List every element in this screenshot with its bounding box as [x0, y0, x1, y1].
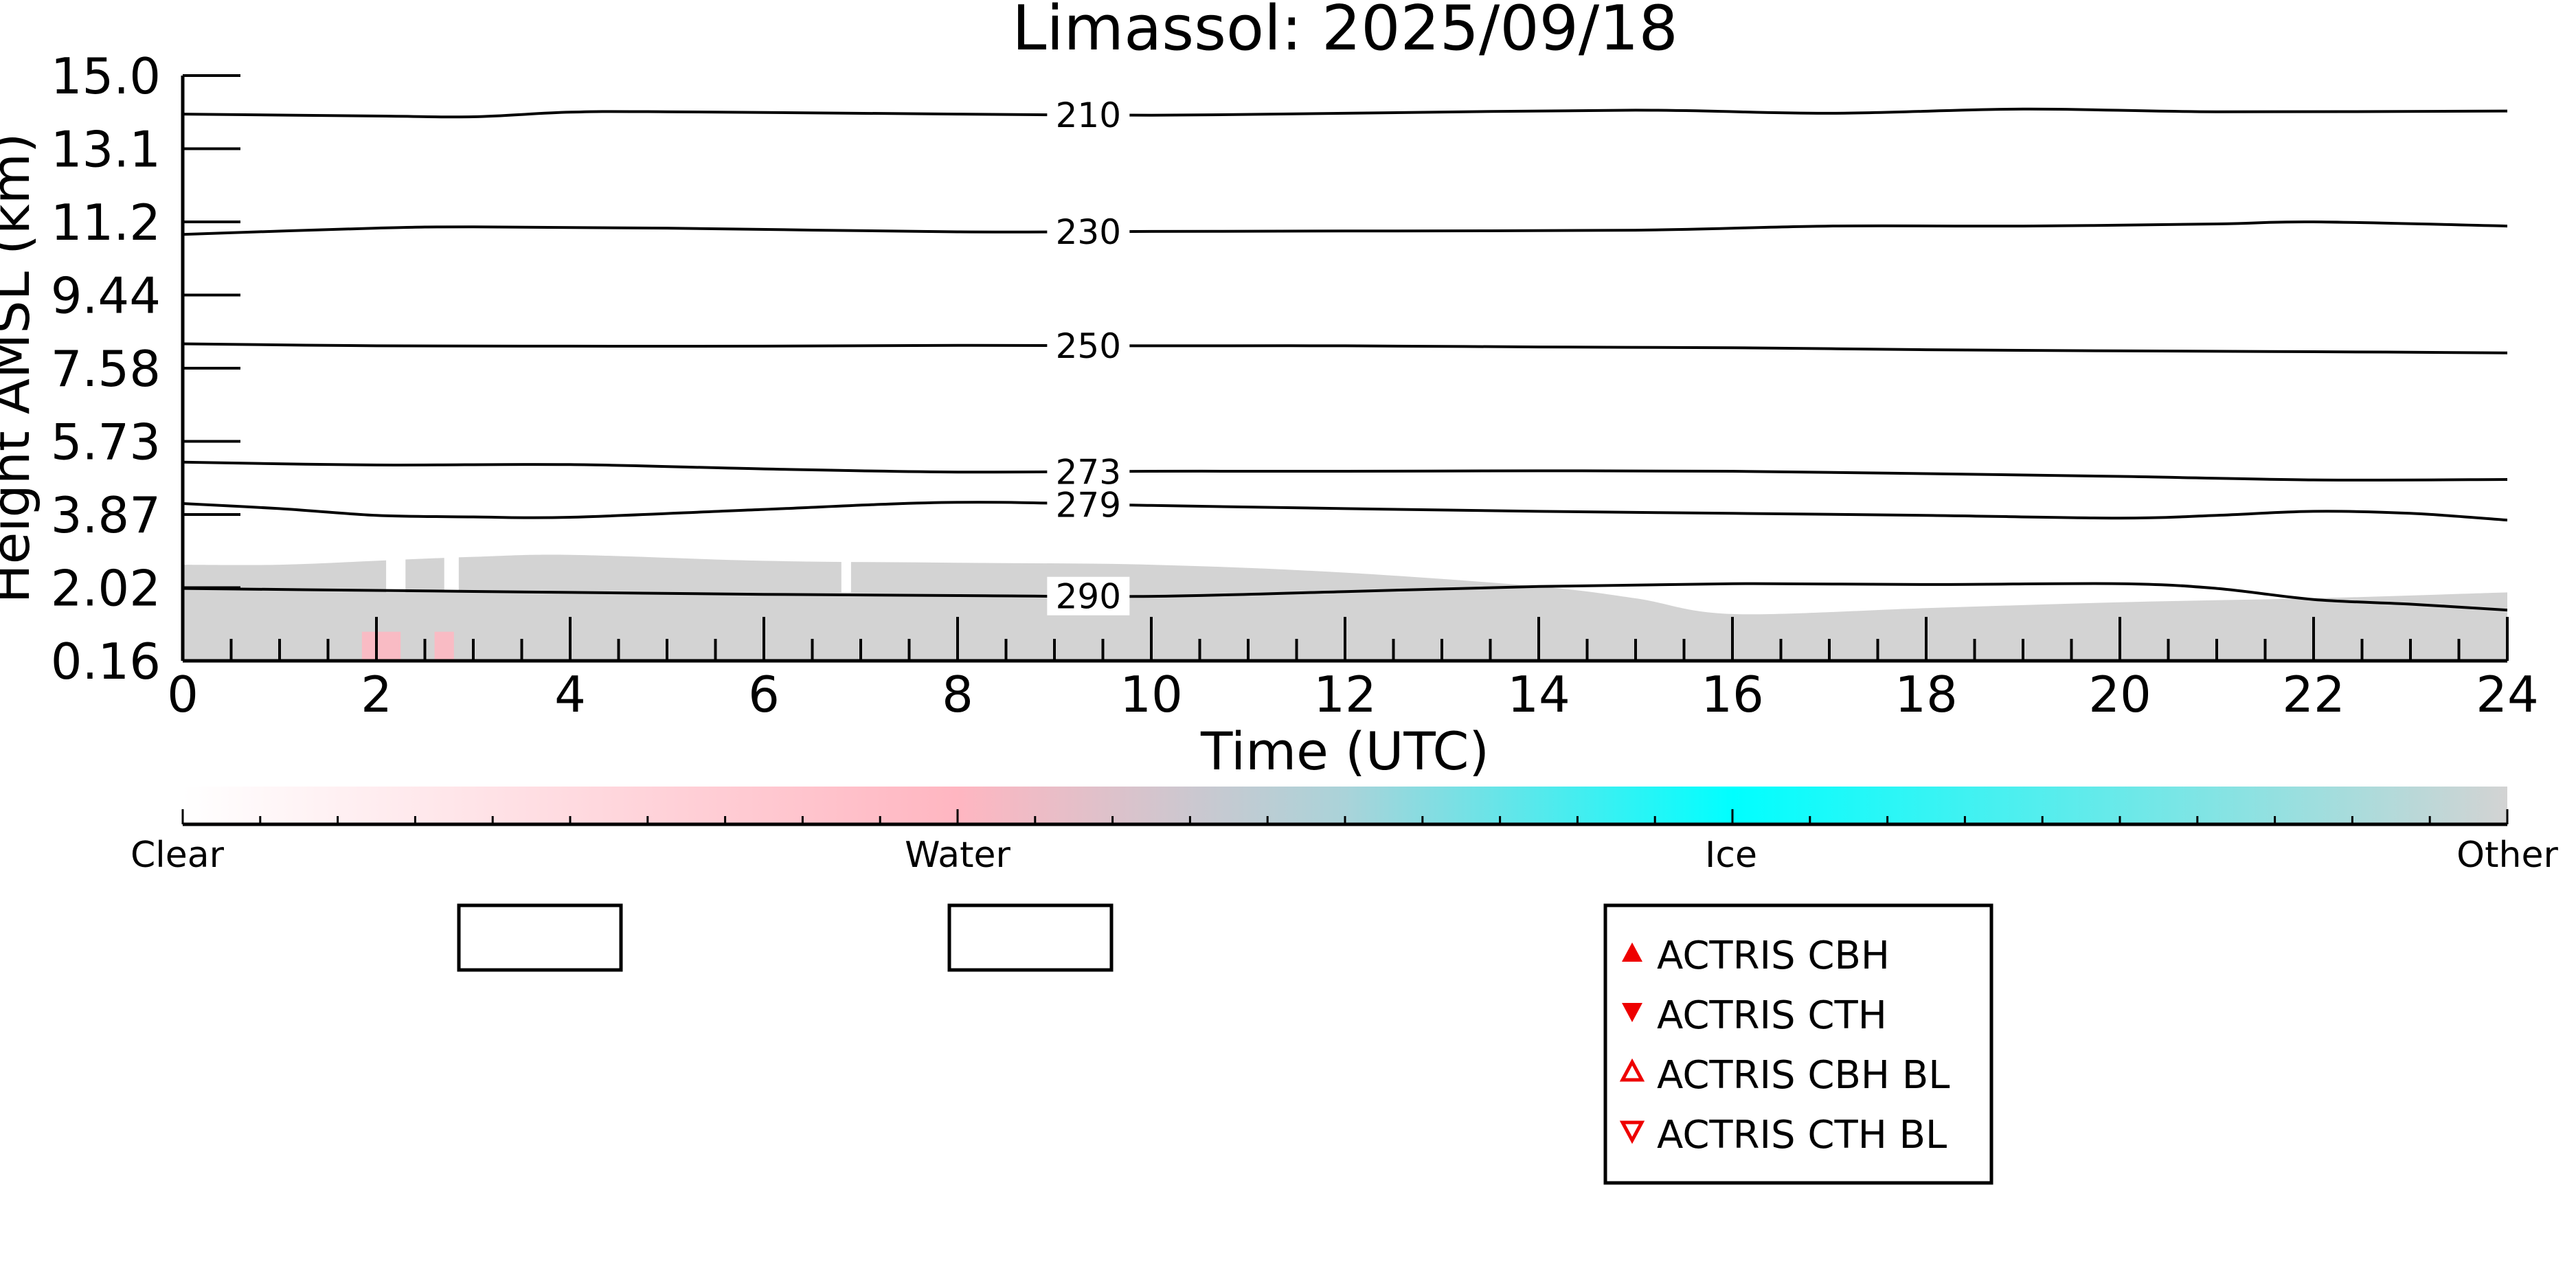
water-class-patch	[434, 631, 454, 661]
y-tick-label: 0.16	[51, 633, 161, 690]
legend-item-actris-cth-bl: ACTRIS CTH BL	[1619, 1113, 1947, 1157]
x-tick-label: 24	[2476, 666, 2539, 723]
x-tick-label: 4	[554, 666, 586, 723]
x-axis-label: Time (UTC)	[1200, 721, 1489, 782]
contour-label-250: 250	[1056, 326, 1121, 366]
contour-line-279	[183, 501, 2507, 522]
legend: ACTRIS CBH ACTRIS CTH ACTRIS CBH BL ACTR…	[1603, 903, 1993, 1185]
legend-item-actris-cth: ACTRIS CTH	[1622, 993, 1887, 1038]
contour-line-230	[183, 220, 2507, 236]
x-tick-label: 6	[748, 666, 780, 723]
contour-label-230: 230	[1056, 212, 1121, 252]
contour-label-bg	[1047, 326, 1130, 365]
contour-label-279: 279	[1056, 485, 1121, 525]
legend-label: ACTRIS CBH BL	[1657, 1053, 1950, 1098]
y-tick-label: 11.2	[51, 194, 161, 251]
temperature-contours	[183, 107, 2507, 612]
colorbar-label-clear: Clear	[131, 835, 225, 876]
x-tick-label: 0	[167, 666, 199, 723]
signal-gap	[386, 76, 406, 593]
y-tick-label: 2.02	[51, 560, 161, 618]
x-tick-label: 12	[1313, 666, 1377, 723]
chart-title: Limassol: 2025/09/18	[1012, 0, 1677, 65]
y-tick-label: 7.58	[51, 340, 161, 398]
y-tick-label: 9.44	[51, 267, 161, 325]
axes: 0 2 4 6 8 10 12 14 16 18 20 22 24 0.162.023.875.737.…	[51, 47, 2539, 723]
x-tick-label: 18	[1895, 666, 1958, 723]
x-tick-label: 8	[942, 666, 973, 723]
x-tick-label: 10	[1120, 666, 1183, 723]
signal-gap	[444, 76, 459, 593]
empty-legend-box-2	[947, 903, 1114, 972]
contour-line-210	[183, 107, 2507, 119]
colorbar-ticks	[181, 809, 2509, 824]
colorbar-label-water: Water	[905, 835, 1010, 876]
classification-layer	[183, 76, 2507, 661]
empty-legend-box-1	[457, 903, 623, 972]
x-tick-label: 16	[1701, 666, 1764, 723]
x-ticks: 0 2 4 6 8 10 12 14 16 18 20 22 24	[167, 617, 2539, 723]
colorbar-label-ice: Ice	[1705, 835, 1757, 876]
contour-label-bg	[1047, 576, 1130, 615]
colorbar-label-other: Other	[2456, 835, 2558, 876]
contour-label-bg	[1047, 212, 1130, 251]
contour-label-bg	[1047, 95, 1130, 135]
x-tick-label: 2	[361, 666, 392, 723]
colorbar: Clear Water Ice Other	[131, 787, 2558, 876]
contour-label-bg	[1047, 452, 1130, 491]
y-tick-label: 3.87	[51, 486, 161, 544]
contour-line-290	[183, 582, 2507, 612]
legend-label: ACTRIS CTH BL	[1657, 1113, 1947, 1157]
signal-gap	[841, 76, 851, 593]
open-down-triangle-icon	[1619, 1120, 1645, 1144]
plot-area	[183, 76, 2507, 661]
water-class-patch	[361, 631, 401, 661]
y-ticks: 0.16 2.02 3.87 5.73 7.58 9.44 11.2 13.1 15.0	[51, 47, 240, 690]
filled-up-triangle-icon	[1622, 942, 1642, 962]
y-axis-label: Height AMSL (km)	[0, 133, 41, 603]
legend-box	[1603, 903, 1993, 1185]
x-tick-label: 20	[2088, 666, 2151, 723]
contour-label-bg	[1047, 485, 1130, 524]
x-tick-label: 22	[2282, 666, 2345, 723]
legend-label: ACTRIS CTH	[1657, 993, 1887, 1038]
legend-label: ACTRIS CBH	[1657, 934, 1890, 978]
contour-label-210: 210	[1056, 95, 1121, 135]
contour-line-273	[183, 460, 2507, 482]
legend-item-actris-cbh: ACTRIS CBH	[1622, 934, 1890, 978]
y-tick-label: 13.1	[51, 121, 161, 179]
legend-item-actris-cbh-bl: ACTRIS CBH BL	[1619, 1053, 1950, 1098]
y-tick-label: 15.0	[51, 47, 161, 105]
x-tick-label: 14	[1507, 666, 1570, 723]
open-up-triangle-icon	[1619, 1058, 1645, 1082]
filled-down-triangle-icon	[1622, 1003, 1642, 1022]
contour-label-290: 290	[1056, 577, 1121, 617]
contour-line-250	[183, 342, 2507, 354]
y-tick-label: 5.73	[51, 414, 161, 471]
